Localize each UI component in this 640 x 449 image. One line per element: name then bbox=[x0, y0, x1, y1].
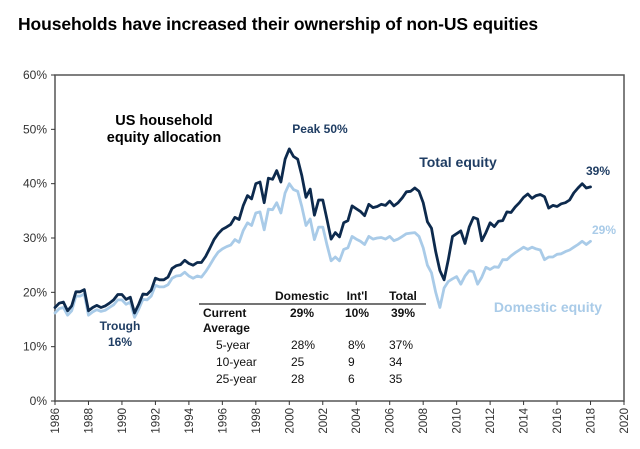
series-line-domestic-equity bbox=[53, 182, 592, 319]
end-label-domestic: 29% bbox=[592, 223, 616, 237]
annotation-trough-label: Trough bbox=[100, 319, 141, 333]
annotation-subtitle-line1: US household bbox=[115, 113, 212, 129]
table-cell: 28% bbox=[291, 338, 315, 352]
x-tick-label: 2002 bbox=[318, 408, 330, 434]
table-row-label: 10-year bbox=[216, 355, 257, 369]
y-tick-label: 20% bbox=[23, 285, 47, 299]
x-tick-label: 1998 bbox=[251, 408, 263, 434]
table-cell: 35 bbox=[389, 372, 403, 386]
x-tick-label: 2012 bbox=[485, 408, 497, 434]
y-tick-label: 30% bbox=[23, 231, 47, 245]
series-lines bbox=[53, 147, 592, 319]
table-cell: 6 bbox=[348, 372, 355, 386]
table-row-label: Current bbox=[203, 306, 246, 320]
end-label-total: 39% bbox=[586, 164, 610, 178]
annotation-subtitle-line2: equity allocation bbox=[107, 130, 221, 146]
annotation-trough-value: 16% bbox=[108, 335, 132, 349]
allocation-table: Domestic Int'l Total Current 29% 10% 39%… bbox=[199, 289, 426, 386]
series-line-total-equity bbox=[53, 147, 592, 315]
y-tick-label: 60% bbox=[23, 68, 47, 82]
x-tick-label: 2006 bbox=[385, 408, 397, 434]
table-cell: 8% bbox=[348, 338, 366, 352]
y-tick-label: 10% bbox=[23, 340, 47, 354]
x-tick-label: 2000 bbox=[284, 408, 296, 434]
table-cell: 28 bbox=[291, 372, 305, 386]
annotation-total-equity: Total equity bbox=[419, 154, 497, 170]
x-tick-label: 1990 bbox=[117, 408, 129, 434]
x-tick-label: 1986 bbox=[50, 408, 62, 434]
table-cell: 25 bbox=[291, 355, 305, 369]
table-cell: 34 bbox=[389, 355, 403, 369]
table-row-label: 25-year bbox=[216, 372, 257, 386]
table-header-domestic: Domestic bbox=[275, 289, 329, 303]
y-axis: 0% 10% 20% 30% 40% 50% 60% bbox=[23, 68, 55, 408]
x-tick-label: 1992 bbox=[150, 408, 162, 434]
table-header-intl: Int'l bbox=[347, 289, 368, 303]
annotation-domestic-equity: Domestic equity bbox=[494, 299, 602, 315]
x-tick-label: 2018 bbox=[586, 408, 598, 434]
table-row-label: Average bbox=[203, 321, 250, 335]
table-cell: 9 bbox=[348, 355, 355, 369]
x-tick-label: 1996 bbox=[217, 408, 229, 434]
annotation-peak: Peak 50% bbox=[292, 122, 348, 136]
x-tick-label: 2008 bbox=[418, 408, 430, 434]
table-cell: 29% bbox=[290, 306, 314, 320]
x-axis: 1986 1988 1990 1992 1994 1996 1998 2000 2002 2004… bbox=[50, 401, 631, 434]
x-tick-label: 2020 bbox=[619, 408, 631, 434]
x-tick-label: 2014 bbox=[519, 407, 531, 433]
x-tick-label: 2016 bbox=[552, 408, 564, 434]
table-row-label: 5-year bbox=[216, 338, 250, 352]
table-header-total: Total bbox=[389, 289, 417, 303]
y-tick-label: 0% bbox=[30, 394, 48, 408]
chart-title: Households have increased their ownershi… bbox=[18, 14, 539, 34]
y-tick-label: 50% bbox=[23, 122, 47, 136]
x-tick-label: 2010 bbox=[452, 408, 464, 434]
table-cell: 39% bbox=[391, 306, 415, 320]
x-tick-label: 1994 bbox=[184, 407, 196, 433]
table-cell: 37% bbox=[389, 338, 413, 352]
x-tick-label: 2004 bbox=[351, 407, 363, 433]
x-tick-label: 1988 bbox=[83, 408, 95, 434]
y-tick-label: 40% bbox=[23, 177, 47, 191]
table-cell: 10% bbox=[345, 306, 369, 320]
